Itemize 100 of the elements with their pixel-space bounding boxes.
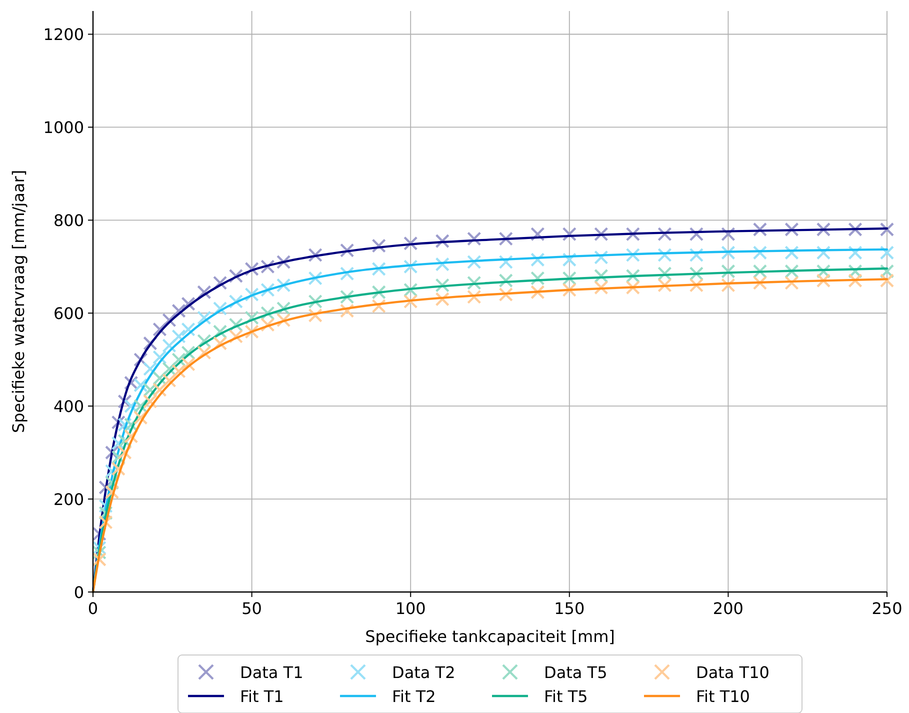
point — [594, 268, 608, 284]
y-tick-label: 200 — [53, 490, 84, 510]
point — [372, 238, 386, 253]
point — [104, 484, 120, 500]
point — [752, 222, 768, 237]
point — [372, 262, 386, 276]
point — [340, 290, 354, 304]
point — [435, 234, 450, 248]
point — [404, 260, 418, 274]
point — [212, 276, 228, 290]
point — [467, 276, 482, 290]
point — [124, 398, 138, 414]
x-tick-label: 150 — [554, 599, 585, 618]
point — [880, 246, 894, 260]
point — [816, 273, 831, 288]
point — [530, 227, 545, 242]
point — [111, 436, 126, 450]
point — [689, 227, 704, 242]
legend-label: Fit T1 — [240, 687, 284, 706]
point — [244, 287, 259, 302]
point — [212, 336, 228, 350]
point — [784, 222, 799, 237]
point — [98, 506, 113, 520]
point — [880, 222, 894, 237]
point — [276, 278, 291, 292]
legend-label: Data T2 — [392, 663, 456, 682]
point — [197, 285, 212, 300]
point — [212, 301, 228, 316]
point — [92, 552, 106, 567]
point — [784, 264, 799, 278]
point — [626, 268, 640, 284]
point — [134, 410, 148, 425]
point — [244, 324, 259, 339]
point — [143, 382, 158, 397]
point — [404, 236, 418, 250]
point — [162, 373, 176, 388]
point — [181, 322, 196, 336]
point — [118, 418, 132, 432]
legend-label: Fit T5 — [544, 687, 588, 706]
point — [228, 329, 244, 344]
point — [152, 382, 167, 397]
x-tick-label: 100 — [395, 599, 426, 618]
point — [594, 250, 608, 264]
point — [143, 394, 158, 409]
point — [816, 222, 831, 237]
point — [228, 268, 244, 284]
point — [435, 278, 450, 292]
legend-label: Data T1 — [240, 663, 304, 682]
point — [212, 324, 228, 339]
y-tick-label: 600 — [53, 304, 84, 324]
point — [118, 394, 132, 409]
point — [467, 290, 482, 304]
point — [308, 308, 322, 323]
point — [228, 318, 244, 332]
x-tick-label: 200 — [712, 599, 744, 618]
point — [498, 287, 513, 302]
point — [530, 271, 545, 286]
point — [260, 260, 275, 274]
point — [276, 301, 291, 316]
point — [498, 232, 513, 246]
point — [197, 310, 212, 325]
point — [172, 304, 186, 318]
point — [658, 248, 672, 262]
x-axis-title: Specifieke tankcapaciteit [mm] — [365, 627, 615, 646]
point — [880, 273, 894, 288]
point — [848, 264, 862, 278]
point — [530, 285, 545, 300]
point — [848, 222, 862, 237]
point — [372, 299, 386, 314]
point — [92, 540, 106, 555]
point — [530, 252, 545, 267]
point — [276, 254, 291, 270]
point — [181, 296, 196, 311]
point — [134, 378, 148, 392]
point — [111, 462, 126, 476]
point — [658, 266, 672, 281]
point — [498, 273, 513, 288]
legend-label: Fit T2 — [392, 687, 436, 706]
point — [276, 312, 291, 328]
point — [134, 352, 148, 367]
point — [124, 376, 138, 390]
point — [172, 329, 186, 344]
point — [308, 271, 322, 286]
point — [152, 350, 167, 364]
point — [162, 312, 176, 328]
legend-label: Data T5 — [544, 663, 608, 682]
point — [721, 227, 736, 242]
point — [197, 346, 212, 360]
point — [162, 338, 176, 353]
point — [562, 227, 576, 242]
point — [658, 278, 672, 292]
point — [104, 445, 120, 460]
point — [143, 336, 158, 350]
point — [152, 371, 167, 386]
point — [340, 304, 354, 318]
y-tick-label: 1000 — [43, 118, 84, 138]
point — [340, 243, 354, 258]
point — [594, 227, 608, 242]
point — [784, 246, 799, 260]
point — [104, 464, 120, 478]
